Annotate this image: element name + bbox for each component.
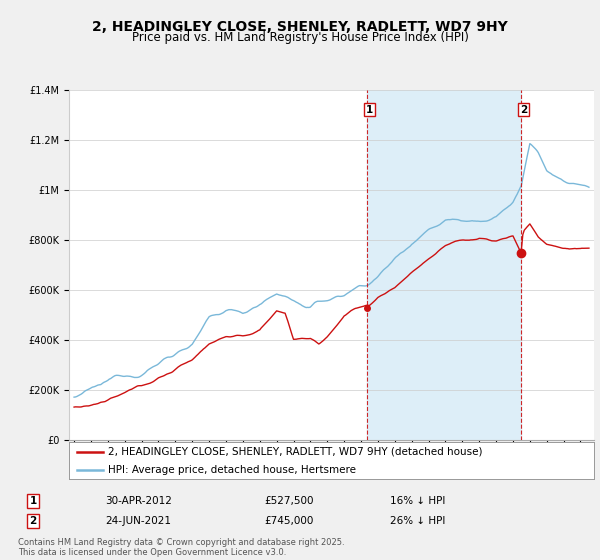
Text: 26% ↓ HPI: 26% ↓ HPI (390, 516, 445, 526)
Text: 2: 2 (520, 105, 527, 115)
Text: 2, HEADINGLEY CLOSE, SHENLEY, RADLETT, WD7 9HY: 2, HEADINGLEY CLOSE, SHENLEY, RADLETT, W… (92, 20, 508, 34)
Bar (367, 90, 521, 440)
Text: 2: 2 (29, 516, 37, 526)
Text: 24-JUN-2021: 24-JUN-2021 (105, 516, 171, 526)
Text: 16% ↓ HPI: 16% ↓ HPI (390, 496, 445, 506)
Text: Contains HM Land Registry data © Crown copyright and database right 2025.
This d: Contains HM Land Registry data © Crown c… (18, 538, 344, 557)
Text: 2, HEADINGLEY CLOSE, SHENLEY, RADLETT, WD7 9HY (detached house): 2, HEADINGLEY CLOSE, SHENLEY, RADLETT, W… (109, 446, 483, 456)
Text: 30-APR-2012: 30-APR-2012 (105, 496, 172, 506)
Text: £527,500: £527,500 (264, 496, 314, 506)
Text: 1: 1 (29, 496, 37, 506)
Text: 1: 1 (365, 105, 373, 115)
Text: £745,000: £745,000 (264, 516, 313, 526)
Text: HPI: Average price, detached house, Hertsmere: HPI: Average price, detached house, Hert… (109, 465, 356, 475)
Text: Price paid vs. HM Land Registry's House Price Index (HPI): Price paid vs. HM Land Registry's House … (131, 31, 469, 44)
